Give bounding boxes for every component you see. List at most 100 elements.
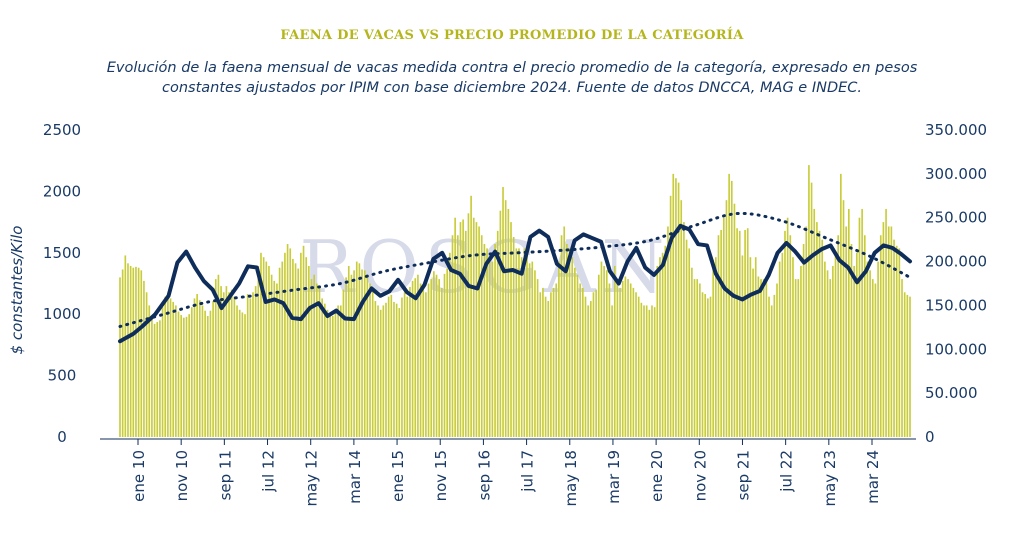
bar [879,235,882,437]
bar [347,265,350,437]
bar [190,307,193,437]
bar [350,274,353,437]
bar [840,173,842,437]
bar [430,279,433,437]
bar [512,237,515,437]
bar [185,316,188,437]
bar [520,257,523,437]
bar [198,300,201,437]
bar [387,296,390,437]
bar [821,239,824,437]
bar [504,200,507,437]
bar [555,283,558,437]
bar [675,178,677,437]
bar [135,266,137,437]
bar [898,248,901,437]
bar [903,292,906,437]
bar [627,279,629,437]
bar [268,265,270,437]
bar [486,248,488,437]
bar [688,248,691,437]
bar [204,310,206,437]
bar [137,267,140,437]
bar [837,235,840,437]
bar [605,270,608,437]
bar [419,283,422,437]
right-tick-label: 50.000 [925,384,978,402]
bar [124,255,127,437]
bar [693,279,696,437]
bar [813,208,816,437]
bar [531,261,534,437]
bar [246,294,249,437]
bar [845,226,847,437]
bar [217,274,220,437]
bar [127,263,129,437]
bar [339,305,342,437]
bar [121,269,124,437]
bar [664,245,667,437]
right-tick-label: 250.000 [925,209,987,227]
bar [592,292,595,437]
left-tick-label: 0 [57,428,67,446]
bar [672,173,675,437]
bar [696,279,699,437]
bar [214,279,217,437]
bar [810,182,813,437]
bar [683,222,685,437]
bar [699,283,701,437]
bar [316,283,318,437]
bar [709,296,712,437]
bar [680,200,683,437]
bar [635,292,637,437]
x-tick-label: sep 16 [475,450,493,500]
bar [797,279,800,437]
bar [308,265,310,437]
trend-line [118,211,912,328]
bar [233,296,236,437]
left-tick-label: 500 [48,367,77,385]
bar [265,261,268,437]
bar [193,298,196,437]
bar [616,282,619,437]
bar [595,289,597,437]
bar [741,255,744,437]
bar [222,292,225,437]
bar [858,217,861,437]
bar [262,257,265,437]
bar [478,226,480,437]
bar [818,230,821,437]
bar [276,283,278,437]
bar [411,280,414,437]
bar [621,280,624,437]
bar [653,307,656,437]
bar [597,274,600,437]
bar [552,287,555,437]
bar [145,292,148,437]
bar [358,263,361,437]
bar [773,294,776,437]
x-tick-label: jul 22 [778,450,796,493]
bar [762,279,765,437]
bar [576,274,579,437]
bar-series [119,165,911,438]
bar [826,270,829,437]
bar [183,317,185,437]
bar [238,309,241,437]
bar [230,289,233,437]
bar [464,230,467,437]
bar [539,292,542,437]
bar [656,265,659,437]
bar [536,279,539,437]
bar [632,287,635,437]
bar [890,226,893,437]
bar [866,261,869,437]
bar [909,296,911,437]
bar [169,298,172,437]
bar [571,257,574,437]
x-tick-label: sep 21 [734,450,752,500]
x-axis: ene 10 nov 10 sep 11 jul 12 may 12 mar 14 ene … [130,439,882,507]
bar [589,301,592,437]
bar [887,226,890,437]
bar [270,274,273,437]
